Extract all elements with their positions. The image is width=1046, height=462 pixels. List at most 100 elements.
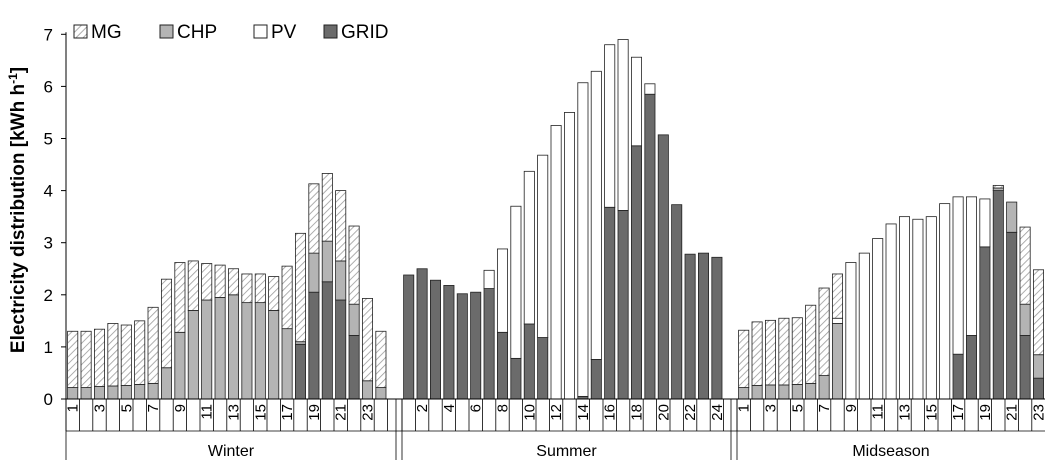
bar-winter-mg-22	[348, 225, 360, 305]
bar-winter-chp-9	[174, 331, 186, 400]
bar-winter-grid-21	[335, 299, 347, 400]
bar-midseason-pv-9	[845, 262, 857, 400]
bar-midseason-chp-6	[805, 382, 817, 400]
bar-midseason-pv-19	[979, 198, 991, 248]
bar-summer-grid-17	[617, 209, 629, 400]
bar-midseason-grid-21	[1006, 231, 1018, 400]
bar-summer-pv-11	[537, 154, 549, 338]
legend-swatch-chp	[159, 24, 174, 39]
bar-winter-mg-9	[174, 262, 186, 333]
bar-winter-mg-13	[227, 268, 239, 296]
x-hour-label: 3	[763, 404, 780, 412]
bar-winter-chp-22	[348, 303, 360, 336]
legend: MG CHP PV GRID	[73, 22, 389, 43]
bar-summer-grid-11	[537, 337, 549, 400]
bar-winter-chp-1	[67, 387, 79, 400]
bar-summer-pv-7	[483, 269, 495, 289]
x-hour-label: 15	[923, 404, 940, 421]
bar-summer-grid-1	[403, 274, 415, 400]
legend-swatch-pv	[253, 24, 268, 39]
y-tick-label: 1	[44, 338, 53, 357]
y-tick-label: 3	[44, 234, 53, 253]
bar-winter-mg-24	[375, 330, 387, 388]
bar-midseason-pv-13	[899, 216, 911, 400]
legend-swatch-grid	[323, 24, 338, 39]
bar-summer-pv-17	[617, 39, 629, 211]
bar-summer-grid-19	[644, 93, 656, 400]
bar-midseason-chp-23	[1033, 354, 1045, 379]
y-tick-label: 6	[44, 77, 53, 96]
x-hour-label: 24	[709, 404, 726, 421]
bar-summer-pv-14	[577, 82, 589, 397]
bar-midseason-mg-22	[1019, 226, 1031, 305]
x-hour-label: 19	[306, 404, 323, 421]
bar-midseason-chp-4	[778, 384, 790, 400]
bar-winter-mg-12	[214, 264, 226, 298]
bar-midseason-pv-11	[872, 238, 884, 400]
bar-summer-grid-2	[416, 268, 428, 400]
y-axis-label: Electricity distribution [kWh h-1]	[6, 67, 29, 353]
x-hour-label: 17	[950, 404, 967, 421]
bar-winter-mg-17	[281, 265, 293, 330]
bar-summer-grid-10	[523, 323, 535, 400]
bar-summer-grid-7	[483, 288, 495, 400]
bar-summer-grid-22	[684, 253, 696, 400]
bar-midseason-chp-21	[1006, 201, 1018, 233]
bar-winter-chp-23	[361, 380, 373, 400]
bar-summer-grid-15	[590, 358, 602, 400]
x-hour-label: 1	[65, 404, 82, 412]
y-tick-label: 0	[44, 390, 53, 409]
x-hour-label: 20	[655, 404, 672, 421]
bar-summer-pv-12	[550, 125, 562, 400]
bar-winter-chp-7	[147, 382, 159, 400]
legend-label-chp: CHP	[177, 22, 217, 43]
bar-winter-chp-14	[241, 302, 253, 400]
bar-winter-grid-19	[308, 291, 320, 400]
bar-winter-chp-5	[120, 385, 132, 400]
x-hour-label: 2	[414, 404, 431, 412]
bar-winter-chp-15	[254, 302, 266, 400]
bar-winter-mg-14	[241, 273, 253, 304]
bar-summer-grid-24	[711, 256, 723, 400]
bar-winter-chp-2	[80, 387, 92, 400]
bar-midseason-chp-1	[738, 387, 750, 400]
bar-winter-mg-7	[147, 306, 159, 384]
bar-winter-grid-22	[348, 335, 360, 400]
bar-summer-pv-16	[604, 44, 616, 208]
bar-midseason-pv-12	[885, 223, 897, 400]
x-hour-label: 13	[226, 404, 243, 421]
legend-entry-pv: PV	[253, 22, 297, 43]
bar-midseason-chp-8	[832, 323, 844, 400]
bar-winter-chp-20	[321, 240, 333, 283]
bar-midseason-mg-6	[805, 304, 817, 384]
bar-winter-mg-21	[335, 190, 347, 262]
x-hour-label: 21	[333, 404, 350, 421]
x-hour-label: 1	[736, 404, 753, 412]
bar-summer-pv-10	[523, 170, 535, 325]
bar-summer-grid-9	[510, 357, 522, 400]
legend-entry-mg: MG	[73, 22, 122, 43]
bar-midseason-chp-22	[1019, 303, 1031, 336]
bar-summer-grid-4	[443, 285, 455, 400]
bar-winter-chp-21	[335, 260, 347, 301]
bar-summer-pv-19	[644, 83, 656, 95]
x-hour-label: 8	[495, 404, 512, 412]
bar-midseason-pv-18	[966, 196, 978, 336]
bar-winter-chp-24	[375, 387, 387, 400]
bar-winter-chp-10	[187, 310, 199, 400]
x-hour-label: 12	[548, 404, 565, 421]
bar-midseason-grid-17	[952, 353, 964, 400]
bar-midseason-mg-4	[778, 317, 790, 386]
x-hour-label: 18	[629, 404, 646, 421]
bar-midseason-grid-19	[979, 246, 991, 400]
bar-winter-chp-13	[227, 294, 239, 400]
bar-midseason-mg-5	[791, 317, 803, 385]
bar-winter-chp-4	[107, 385, 119, 400]
bar-midseason-mg-20	[992, 184, 1004, 189]
bars-layer	[67, 39, 1045, 400]
bar-summer-grid-6	[470, 291, 482, 400]
bar-summer-pv-9	[510, 205, 522, 359]
bar-winter-chp-6	[134, 384, 146, 400]
